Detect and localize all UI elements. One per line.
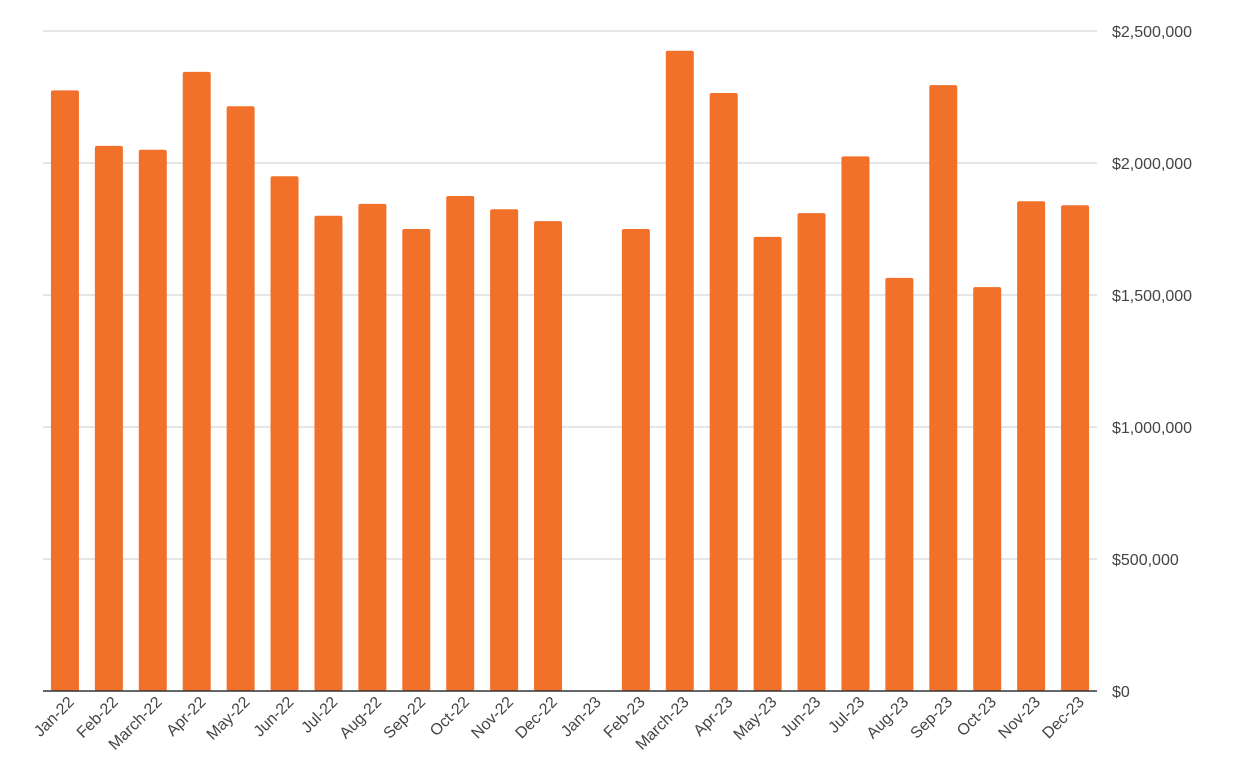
bar-jan-22 [50,90,79,691]
y-tick-label: $2,000,000 [1112,156,1192,173]
bar-aug-22 [358,203,387,692]
x-tick-label: Oct-22 [427,694,473,740]
bar-nov-23 [1017,201,1046,691]
x-tick-label: Oct-23 [954,694,1000,740]
bar-may-23 [753,236,782,692]
y-tick-label: $0 [1112,684,1130,701]
y-tick-label: $2,500,000 [1112,24,1192,41]
x-tick-label: Aug-23 [864,694,913,743]
bar-dec-23 [1061,205,1090,692]
x-tick-label: Nov-22 [468,694,517,743]
bars [50,50,1090,692]
bar-apr-23 [709,93,738,692]
bar-jun-22 [270,176,299,691]
bar-nov-22 [490,209,519,691]
y-tick-label: $1,000,000 [1112,420,1192,437]
bar-jul-22 [314,215,343,692]
y-axis-tick-labels: $0 $500,000 $1,000,000 $1,500,000 $2,000,000… [1112,24,1192,701]
y-tick-label: $1,500,000 [1112,288,1192,305]
bar-apr-22 [182,71,211,692]
x-tick-label: Apr-22 [164,694,210,740]
x-tick-label: Dec-23 [1039,694,1088,743]
x-tick-label: Aug-22 [337,694,386,743]
bar-dec-22 [534,221,563,691]
x-tick-label: Jul-22 [298,694,341,737]
bar-jun-23 [797,213,826,691]
grid-lines [43,30,1097,560]
x-tick-label: Apr-23 [691,694,737,740]
y-tick-label: $500,000 [1112,552,1179,569]
x-tick-label: Sep-23 [908,694,957,743]
bar-oct-23 [973,287,1002,691]
bar-aug-23 [885,277,914,691]
bar-may-22 [226,106,255,692]
x-tick-label: Jun-22 [251,694,298,741]
bar-sep-22 [402,229,431,691]
x-tick-label: Dec-22 [512,694,561,743]
x-tick-label: May-22 [204,694,254,744]
x-tick-label: Jan-23 [558,694,605,741]
bar-march-23 [665,50,694,692]
bar-feb-23 [621,229,650,691]
bar-march-22 [138,149,167,692]
x-tick-label: Nov-23 [995,694,1044,743]
bar-sep-23 [929,85,958,692]
x-tick-label: Jun-23 [778,694,825,741]
x-tick-label: May-23 [731,694,781,744]
x-tick-label: Jul-23 [825,694,868,737]
bar-jul-23 [841,156,870,691]
bar-oct-22 [446,196,475,691]
x-tick-label: Sep-22 [381,694,430,743]
x-tick-label: Jan-22 [31,694,78,741]
bar-feb-22 [94,145,123,692]
